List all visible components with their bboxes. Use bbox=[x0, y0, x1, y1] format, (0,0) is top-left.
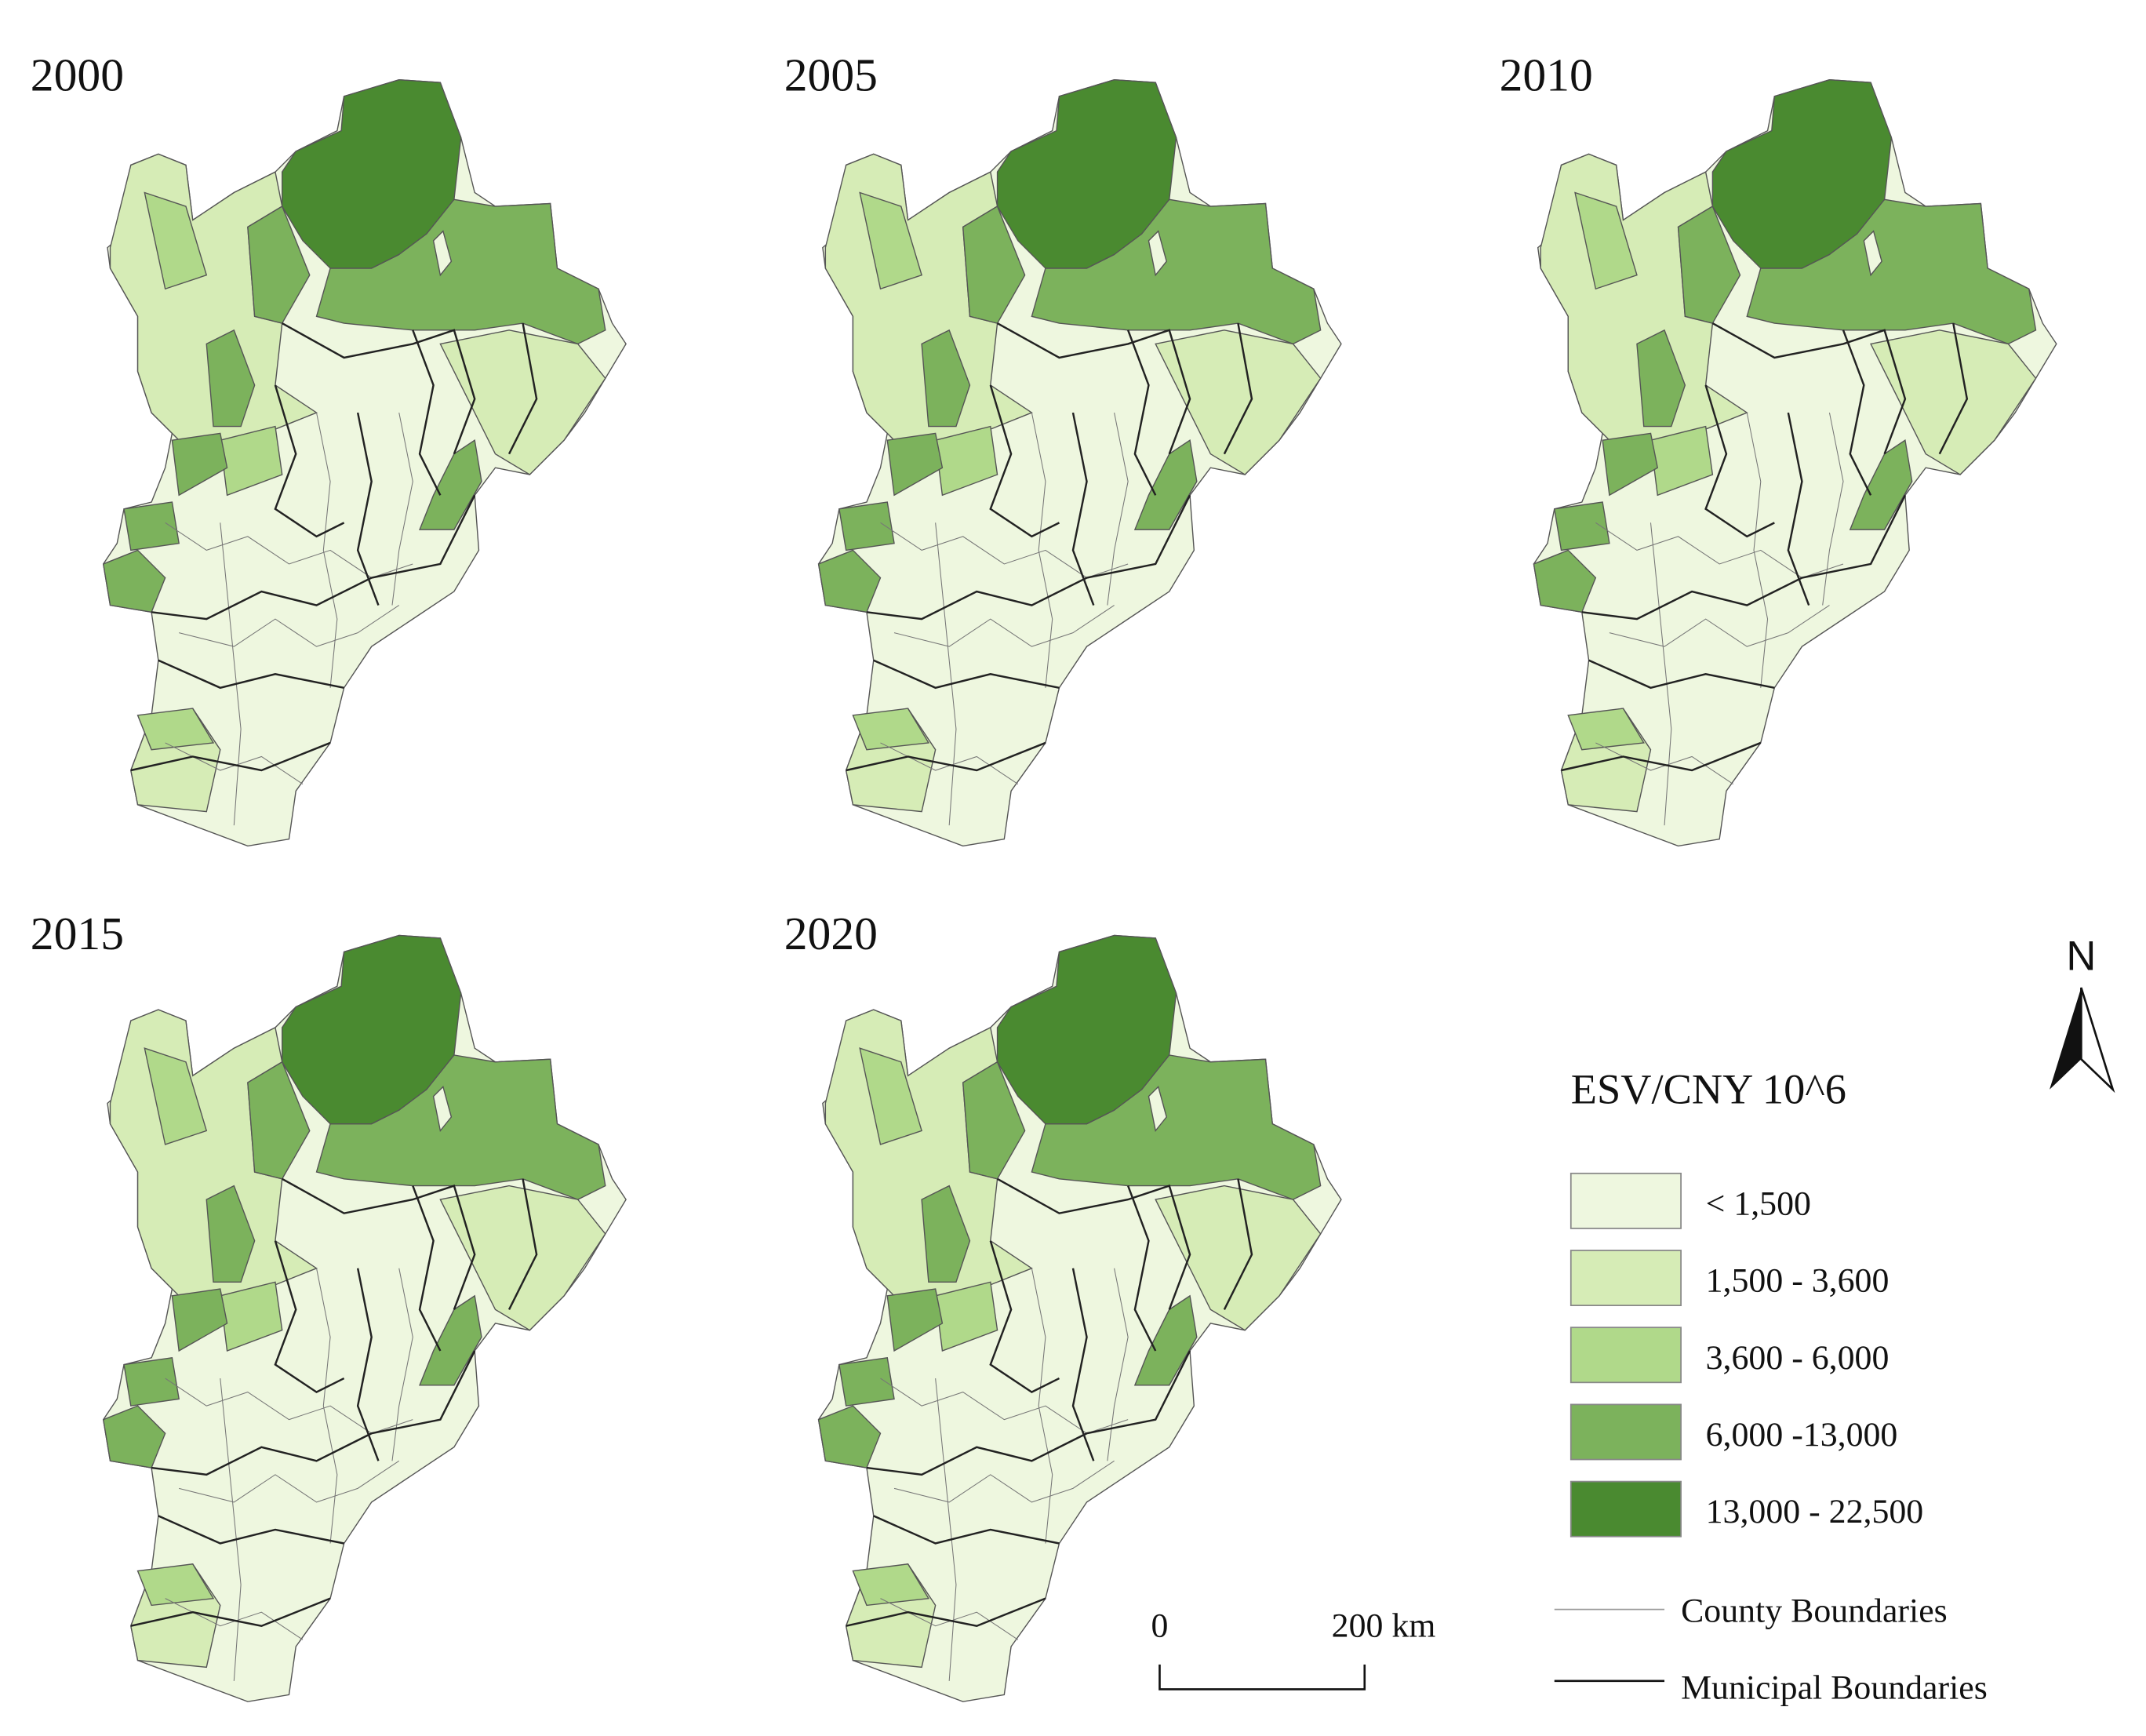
legend-label: < 1,500 bbox=[1706, 1185, 1811, 1222]
map-panel bbox=[1533, 78, 2058, 847]
legend-swatch bbox=[1569, 1250, 1682, 1307]
legend-label: 13,000 - 22,500 bbox=[1706, 1493, 1924, 1530]
map-panel bbox=[817, 934, 1343, 1703]
legend-label: 1,500 - 3,600 bbox=[1706, 1262, 1890, 1300]
panel-year: 2020 bbox=[784, 908, 878, 959]
panel-year: 2010 bbox=[1500, 49, 1593, 101]
legend-label: County Boundaries bbox=[1681, 1592, 1948, 1629]
legend-swatch bbox=[1569, 1172, 1682, 1229]
panel-year: 2005 bbox=[784, 49, 878, 101]
north-label: N bbox=[2066, 933, 2096, 979]
scale-label: 0 bbox=[1151, 1607, 1169, 1645]
legend-title: ESV/CNY 10^6 bbox=[1571, 1065, 1846, 1112]
legend-label: 3,600 - 6,000 bbox=[1706, 1339, 1890, 1377]
panel-year: 2015 bbox=[31, 908, 124, 959]
north-arrow bbox=[2050, 988, 2082, 1090]
legend-swatch bbox=[1569, 1327, 1682, 1384]
scale-label: 200 km bbox=[1332, 1607, 1436, 1645]
map-panel bbox=[817, 78, 1343, 847]
legend-label: Municipal Boundaries bbox=[1681, 1669, 1988, 1707]
map-panel bbox=[102, 934, 627, 1703]
scale-bar bbox=[1158, 1664, 1366, 1691]
legend-swatch bbox=[1569, 1480, 1682, 1538]
panel-year: 2000 bbox=[31, 49, 124, 101]
legend-label: 6,000 -13,000 bbox=[1706, 1416, 1898, 1454]
north-arrow bbox=[2080, 987, 2115, 1094]
legend-swatch bbox=[1569, 1403, 1682, 1461]
map-panel bbox=[102, 78, 627, 847]
